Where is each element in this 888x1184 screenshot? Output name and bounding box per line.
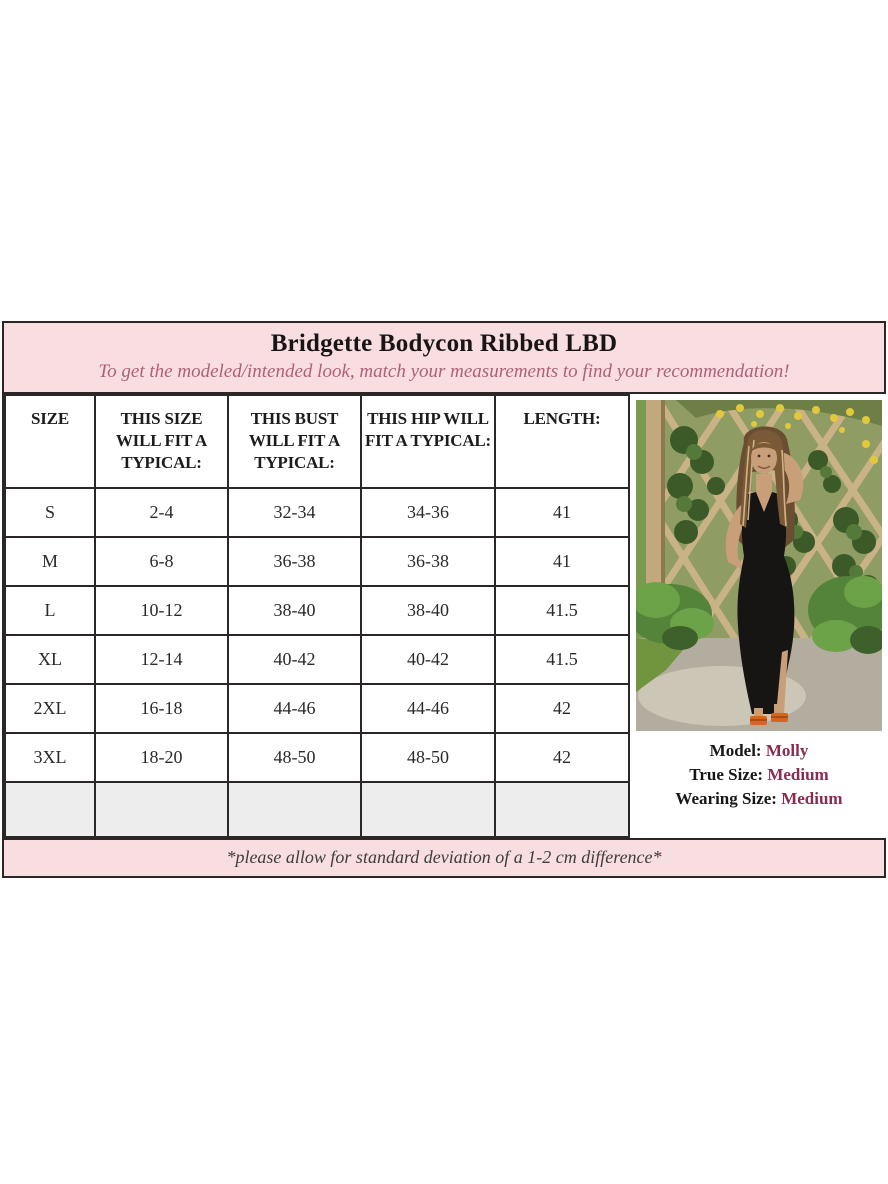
wearing-size-value: Medium [781, 789, 843, 808]
cell-length: 41 [494, 536, 630, 587]
true-size-value: Medium [767, 765, 829, 784]
cell-bust: 48-50 [227, 732, 362, 783]
cell-fit: 16-18 [94, 683, 229, 734]
column-header-size: SIZE [4, 394, 96, 489]
cell-length: 41.5 [494, 634, 630, 685]
column-header-hip: THIS HIP WILL FIT A TYPICAL: [360, 394, 496, 489]
cell-hip: 36-38 [360, 536, 496, 587]
column-header-this-size: THIS SIZE WILL FIT A TYPICAL: [94, 394, 229, 489]
table-row-empty [4, 781, 630, 838]
true-size-label: True Size: [689, 765, 764, 784]
model-info: Model: Molly True Size: Medium Wearing S… [675, 739, 842, 811]
cell-bust: 38-40 [227, 585, 362, 636]
cell-fit: 10-12 [94, 585, 229, 636]
table-row-2xl: 2XL 16-18 44-46 44-46 42 [4, 683, 630, 734]
cell-hip: 40-42 [360, 634, 496, 685]
main-area: SIZE THIS SIZE WILL FIT A TYPICAL: THIS … [4, 394, 887, 838]
cell-size: S [4, 487, 96, 538]
cell-bust: 44-46 [227, 683, 362, 734]
cell-size: XL [4, 634, 96, 685]
header-row: SIZE THIS SIZE WILL FIT A TYPICAL: THIS … [4, 394, 630, 489]
cell-empty [94, 781, 229, 838]
table-row-xl: XL 12-14 40-42 40-42 41.5 [4, 634, 630, 685]
cell-fit: 6-8 [94, 536, 229, 587]
table-row-3xl: 3XL 18-20 48-50 48-50 42 [4, 732, 630, 783]
cell-empty [4, 781, 96, 838]
cell-size: M [4, 536, 96, 587]
model-label: Model: [709, 741, 762, 760]
cell-hip: 48-50 [360, 732, 496, 783]
column-header-bust: THIS BUST WILL FIT A TYPICAL: [227, 394, 362, 489]
footer-band: *please allow for standard deviation of … [4, 838, 884, 876]
model-info-line-model: Model: Molly [675, 739, 842, 763]
size-chart-table: SIZE THIS SIZE WILL FIT A TYPICAL: THIS … [4, 394, 630, 838]
page-subtitle: To get the modeled/intended look, match … [98, 361, 790, 382]
table-row-s: S 2-4 32-34 34-36 41 [4, 487, 630, 538]
model-panel: Model: Molly True Size: Medium Wearing S… [630, 394, 887, 838]
cell-bust: 40-42 [227, 634, 362, 685]
size-guide-card: Bridgette Bodycon Ribbed LBD To get the … [2, 321, 887, 878]
cell-fit: 12-14 [94, 634, 229, 685]
wearing-size-label: Wearing Size: [675, 789, 777, 808]
cell-bust: 32-34 [227, 487, 362, 538]
cell-size: 3XL [4, 732, 96, 783]
model-value: Molly [765, 741, 809, 760]
cell-empty [494, 781, 630, 838]
model-info-line-true-size: True Size: Medium [675, 763, 842, 787]
cell-length: 42 [494, 683, 630, 734]
model-photo-illustration [636, 400, 882, 731]
column-header-length: LENGTH: [494, 394, 630, 489]
footnote: *please allow for standard deviation of … [226, 847, 662, 867]
model-photo [636, 400, 882, 731]
cell-empty [227, 781, 362, 838]
table-row-m: M 6-8 36-38 36-38 41 [4, 536, 630, 587]
cell-length: 41.5 [494, 585, 630, 636]
page-title: Bridgette Bodycon Ribbed LBD [270, 330, 618, 357]
cell-size: L [4, 585, 96, 636]
cell-fit: 2-4 [94, 487, 229, 538]
cell-hip: 38-40 [360, 585, 496, 636]
model-info-line-wearing-size: Wearing Size: Medium [675, 787, 842, 811]
header-band: Bridgette Bodycon Ribbed LBD To get the … [4, 323, 884, 394]
cell-length: 41 [494, 487, 630, 538]
cell-hip: 34-36 [360, 487, 496, 538]
cell-length: 42 [494, 732, 630, 783]
cell-hip: 44-46 [360, 683, 496, 734]
cell-fit: 18-20 [94, 732, 229, 783]
table-row-l: L 10-12 38-40 38-40 41.5 [4, 585, 630, 636]
cell-bust: 36-38 [227, 536, 362, 587]
cell-size: 2XL [4, 683, 96, 734]
cell-empty [360, 781, 496, 838]
